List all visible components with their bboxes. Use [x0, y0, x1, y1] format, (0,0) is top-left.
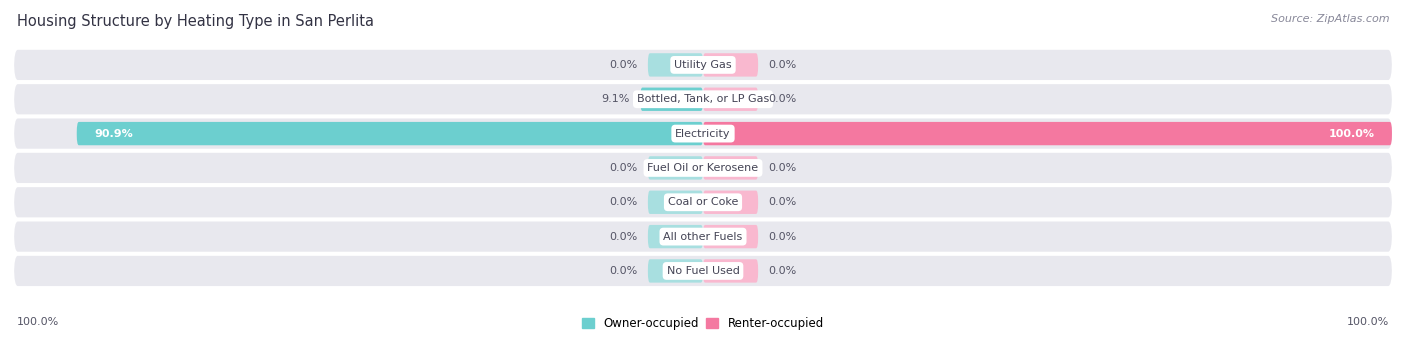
Text: No Fuel Used: No Fuel Used	[666, 266, 740, 276]
Text: Coal or Coke: Coal or Coke	[668, 197, 738, 207]
FancyBboxPatch shape	[703, 191, 758, 214]
Text: 9.1%: 9.1%	[602, 94, 630, 104]
FancyBboxPatch shape	[703, 53, 758, 77]
FancyBboxPatch shape	[648, 225, 703, 248]
FancyBboxPatch shape	[14, 222, 1392, 252]
FancyBboxPatch shape	[648, 191, 703, 214]
Text: 0.0%: 0.0%	[609, 60, 637, 70]
FancyBboxPatch shape	[648, 53, 703, 77]
FancyBboxPatch shape	[14, 118, 1392, 149]
Text: 0.0%: 0.0%	[609, 163, 637, 173]
FancyBboxPatch shape	[703, 122, 1392, 145]
Text: 0.0%: 0.0%	[769, 60, 797, 70]
Text: 0.0%: 0.0%	[609, 197, 637, 207]
Text: 100.0%: 100.0%	[17, 317, 59, 327]
Text: 100.0%: 100.0%	[1329, 129, 1375, 138]
Text: 0.0%: 0.0%	[609, 232, 637, 242]
FancyBboxPatch shape	[14, 84, 1392, 114]
FancyBboxPatch shape	[77, 122, 703, 145]
Legend: Owner-occupied, Renter-occupied: Owner-occupied, Renter-occupied	[578, 313, 828, 335]
FancyBboxPatch shape	[703, 225, 758, 248]
Text: 0.0%: 0.0%	[769, 197, 797, 207]
FancyBboxPatch shape	[14, 50, 1392, 80]
FancyBboxPatch shape	[14, 256, 1392, 286]
Text: 0.0%: 0.0%	[769, 163, 797, 173]
FancyBboxPatch shape	[14, 187, 1392, 217]
Text: 0.0%: 0.0%	[769, 232, 797, 242]
Text: Bottled, Tank, or LP Gas: Bottled, Tank, or LP Gas	[637, 94, 769, 104]
FancyBboxPatch shape	[648, 259, 703, 283]
Text: Utility Gas: Utility Gas	[675, 60, 731, 70]
FancyBboxPatch shape	[703, 259, 758, 283]
Text: 90.9%: 90.9%	[94, 129, 132, 138]
FancyBboxPatch shape	[14, 153, 1392, 183]
FancyBboxPatch shape	[703, 88, 758, 111]
FancyBboxPatch shape	[648, 156, 703, 180]
Text: 0.0%: 0.0%	[769, 94, 797, 104]
Text: All other Fuels: All other Fuels	[664, 232, 742, 242]
FancyBboxPatch shape	[640, 88, 703, 111]
Text: Electricity: Electricity	[675, 129, 731, 138]
Text: Source: ZipAtlas.com: Source: ZipAtlas.com	[1271, 14, 1389, 24]
FancyBboxPatch shape	[703, 156, 758, 180]
Text: 0.0%: 0.0%	[609, 266, 637, 276]
Text: 100.0%: 100.0%	[1347, 317, 1389, 327]
Text: Fuel Oil or Kerosene: Fuel Oil or Kerosene	[647, 163, 759, 173]
Text: 0.0%: 0.0%	[769, 266, 797, 276]
Text: Housing Structure by Heating Type in San Perlita: Housing Structure by Heating Type in San…	[17, 14, 374, 29]
